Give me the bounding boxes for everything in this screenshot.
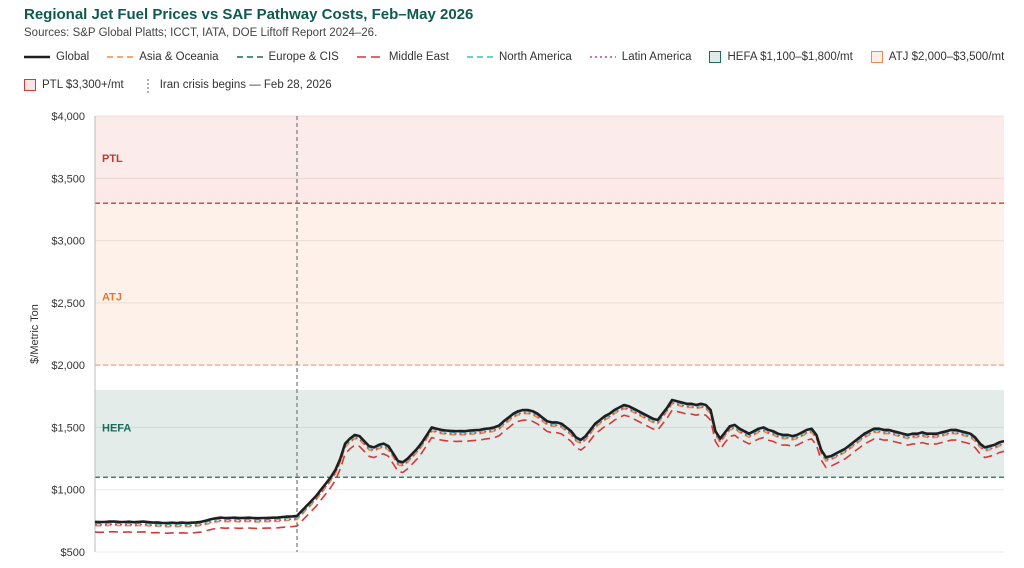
band-ptl <box>95 116 1004 204</box>
legend-item: Middle East <box>356 48 449 66</box>
legend-label: Iran crisis begins — Feb 28, 2026 <box>159 79 332 91</box>
band-label-hefa: HEFA <box>102 422 131 434</box>
legend-swatch <box>236 51 263 63</box>
legend-item: HEFA $1,100–$1,800/mt <box>709 48 853 66</box>
y-axis-label: $/Metric Ton <box>29 304 41 364</box>
legend-label: North America <box>498 51 572 63</box>
legend-label: Europe & CIS <box>268 51 339 63</box>
series-line-middle-east <box>94 409 1005 534</box>
band-label-ptl: PTL <box>102 153 123 165</box>
legend-label: Asia & Oceania <box>139 51 219 63</box>
legend-label: HEFA $1,100–$1,800/mt <box>727 51 853 63</box>
legend-swatch <box>356 51 383 63</box>
legend-label: PTL $3,300+/mt <box>42 79 124 91</box>
y-tick-label: $1,000 <box>51 485 85 497</box>
legend-item: North America <box>466 48 572 66</box>
legend-swatch <box>24 51 50 63</box>
y-tick-label: $2,500 <box>51 298 85 310</box>
y-tick-label: $3,000 <box>51 236 85 248</box>
legend-label: Global <box>56 51 90 63</box>
y-tick-label: $4,000 <box>51 111 85 123</box>
series-line-asia-oceania <box>94 403 1005 528</box>
legend-item: Global <box>24 48 89 66</box>
legend-label: ATJ $2,000–$3,500/mt <box>888 51 1005 63</box>
legend-label: Middle East <box>388 51 449 63</box>
y-tick-label: $500 <box>61 547 85 559</box>
legend-swatch <box>589 51 616 63</box>
legend-item: Iran crisis begins — Feb 28, 2026 <box>142 76 332 94</box>
legend-swatch <box>466 51 493 63</box>
chart-title: Regional Jet Fuel Prices vs SAF Pathway … <box>24 6 474 23</box>
legend-swatch <box>107 51 134 63</box>
legend-item: PTL $3,300+/mt <box>24 76 124 94</box>
legend-swatch <box>870 51 883 63</box>
legend-item: Asia & Oceania <box>107 48 219 66</box>
band-hefa <box>95 390 1004 478</box>
legend-item: Latin America <box>589 48 692 66</box>
legend-item: ATJ $2,000–$3,500/mt <box>870 48 1005 66</box>
y-tick-label: $1,500 <box>51 422 85 434</box>
band-atj <box>95 178 1004 366</box>
legend-swatch <box>24 79 36 91</box>
legend-item: Europe & CIS <box>236 48 339 66</box>
y-tick-label: $3,500 <box>51 173 85 185</box>
legend-label: Latin America <box>621 51 692 63</box>
chart-subtitle: Sources: S&P Global Platts; ICCT, IATA, … <box>24 27 378 39</box>
band-label-atj: ATJ <box>102 292 122 304</box>
chart-legend: Global Asia & Oceania Europe & CIS Middle E… <box>24 48 1014 94</box>
y-tick-label: $2,000 <box>51 360 85 372</box>
legend-swatch <box>709 51 722 63</box>
series-line-global <box>94 398 1005 525</box>
